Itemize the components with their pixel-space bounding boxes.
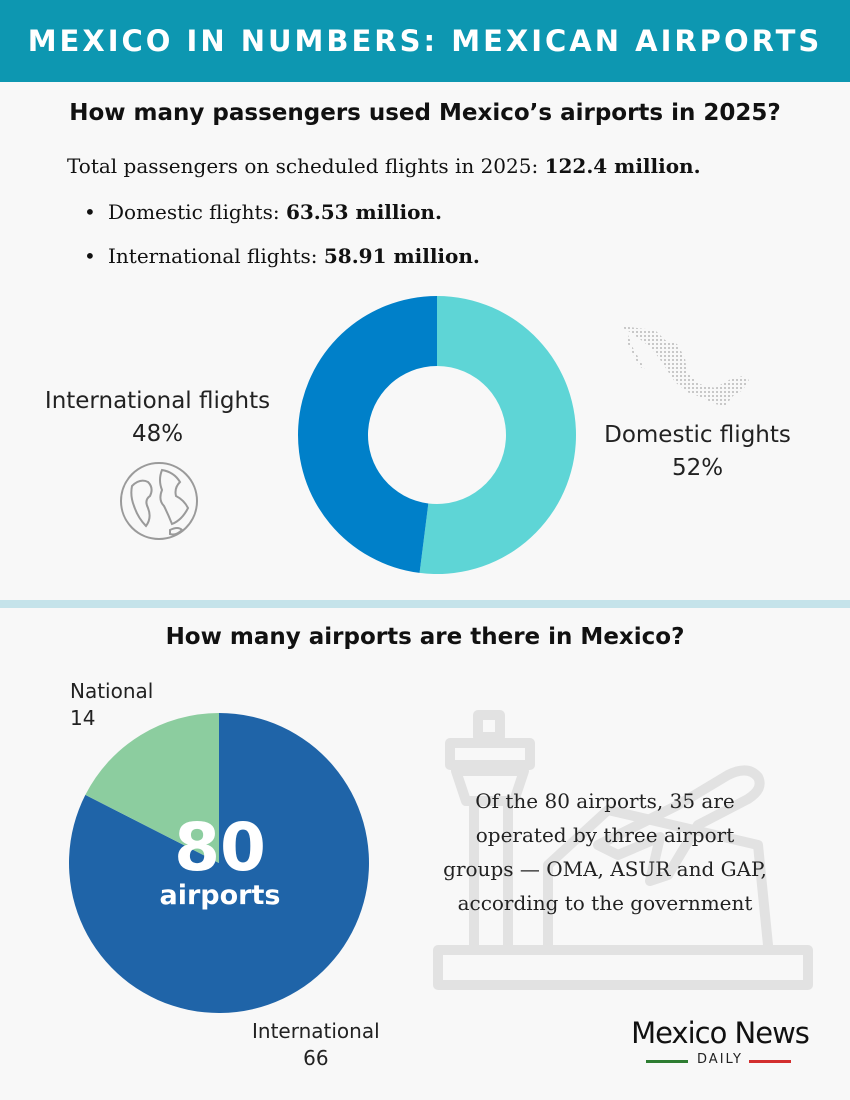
donut-label-domestic: Domestic flights 52% — [580, 419, 815, 485]
pie-label-national-value: 14 — [70, 706, 96, 730]
bullet-international: International flights: 58.91 million. — [84, 244, 480, 268]
pie-label-international: International 66 — [252, 1018, 380, 1072]
pie-label-national-name: National — [70, 679, 154, 703]
pie-slice-national — [85, 713, 219, 863]
passengers-question: How many passengers used Mexico’s airpor… — [69, 100, 781, 126]
total-value: 122.4 million. — [544, 154, 701, 178]
pie-center-number: 80 — [174, 809, 266, 886]
bullet-domestic: Domestic flights: 63.53 million. — [84, 200, 442, 224]
total-passengers: Total passengers on scheduled flights in… — [67, 154, 701, 178]
pie-label-international-name: International — [252, 1019, 380, 1043]
donut-slice-international — [298, 296, 437, 573]
donut-label-international-name: International flights — [44, 388, 271, 414]
pie-center-unit: airports — [159, 880, 281, 911]
bullet-international-value: 58.91 million. — [323, 244, 480, 268]
logo-name: Mexico News — [631, 1016, 810, 1050]
total-prefix: Total passengers on scheduled flights in… — [67, 154, 545, 178]
airports-note: Of the 80 airports, 35 are operated by t… — [443, 789, 767, 915]
donut-label-domestic-name: Domestic flights — [604, 422, 791, 448]
pie-label-national: National 14 — [70, 678, 153, 732]
globe-icon — [120, 462, 198, 540]
page-title: MEXICO IN NUMBERS: MEXICAN AIRPORTS — [27, 24, 823, 58]
donut-label-domestic-value: 52% — [671, 455, 724, 481]
airports-pie-chart — [68, 713, 369, 1013]
logo-line-red — [749, 1060, 791, 1063]
passenger-donut-chart — [298, 296, 576, 574]
donut-slice-domestic — [419, 296, 576, 574]
donut-label-international: International flights 48% — [20, 385, 295, 451]
bullet-domestic-value: 63.53 million. — [285, 200, 442, 224]
airport-icon — [433, 710, 813, 990]
pie-slice-international — [68, 713, 369, 1013]
logo-line-green — [646, 1060, 688, 1063]
section-divider — [0, 600, 850, 608]
airports-question: How many airports are there in Mexico? — [165, 624, 685, 650]
donut-label-international-value: 48% — [131, 421, 184, 447]
bullet-domestic-prefix: Domestic flights: — [108, 200, 286, 224]
header-banner — [0, 0, 850, 82]
bullet-international-prefix: International flights: — [108, 244, 324, 268]
pie-label-international-value: 66 — [303, 1046, 329, 1070]
mexico-map-icon — [620, 326, 749, 406]
logo-sub: DAILY — [697, 1052, 743, 1067]
